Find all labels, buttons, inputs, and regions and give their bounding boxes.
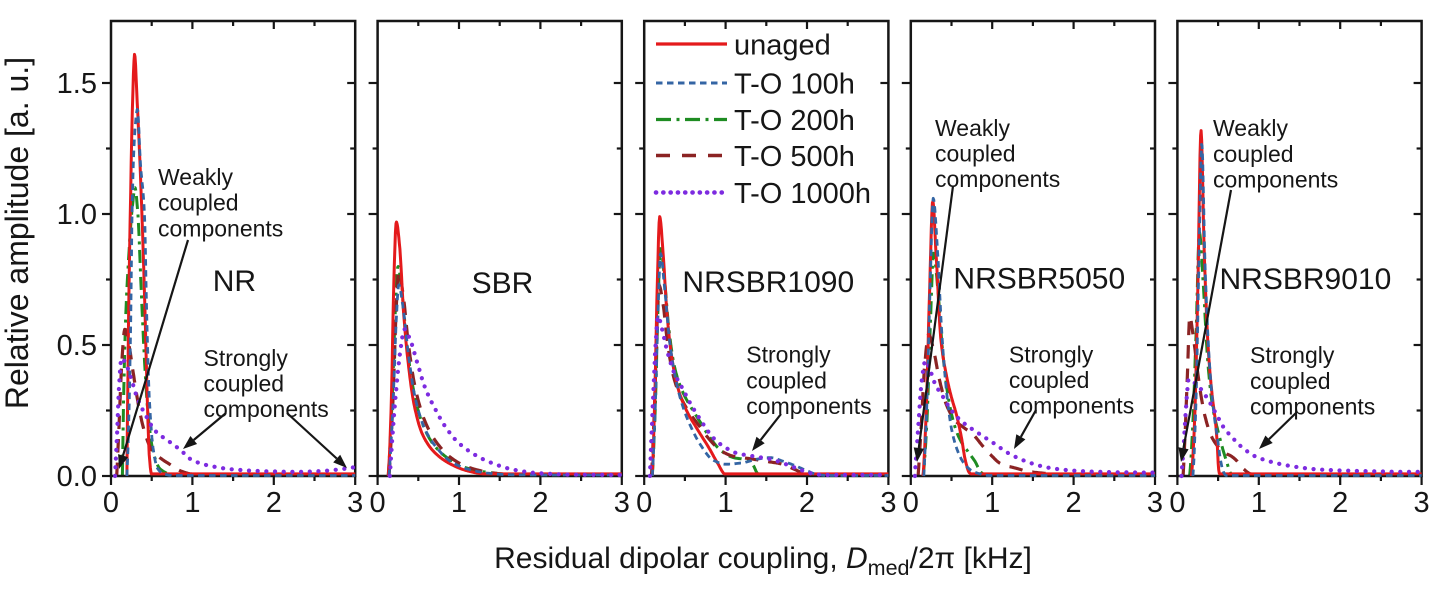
svg-text:NRSBR1090: NRSBR1090 xyxy=(682,266,854,299)
svg-text:Residual dipolar coupling, Dme: Residual dipolar coupling, Dmed/2π [kHz] xyxy=(494,542,1032,580)
svg-text:coupled: coupled xyxy=(158,190,239,216)
svg-text:components: components xyxy=(1250,393,1375,419)
svg-text:1.5: 1.5 xyxy=(57,68,97,100)
svg-text:1: 1 xyxy=(984,487,1000,519)
svg-text:NR: NR xyxy=(213,265,256,298)
svg-text:T-O 500h: T-O 500h xyxy=(734,141,855,173)
svg-text:components: components xyxy=(204,396,329,422)
svg-text:components: components xyxy=(158,215,283,241)
svg-text:2: 2 xyxy=(799,487,815,519)
svg-text:2: 2 xyxy=(532,487,548,519)
svg-text:coupled: coupled xyxy=(204,370,285,396)
svg-text:components: components xyxy=(746,393,871,419)
svg-text:1: 1 xyxy=(1251,487,1267,519)
svg-text:0.0: 0.0 xyxy=(57,461,97,493)
svg-text:2: 2 xyxy=(1332,487,1348,519)
svg-text:T-O 1000h: T-O 1000h xyxy=(734,178,871,210)
svg-text:3: 3 xyxy=(1414,487,1430,519)
svg-text:3: 3 xyxy=(880,487,896,519)
svg-text:Strongly: Strongly xyxy=(204,345,289,371)
svg-text:components: components xyxy=(1009,393,1134,419)
svg-text:1.0: 1.0 xyxy=(57,199,97,231)
svg-text:2: 2 xyxy=(266,487,282,519)
svg-text:0.5: 0.5 xyxy=(57,330,97,362)
svg-text:3: 3 xyxy=(614,487,630,519)
svg-text:NRSBR9010: NRSBR9010 xyxy=(1220,263,1392,296)
svg-text:T-O 100h: T-O 100h xyxy=(734,69,855,101)
svg-text:NRSBR5050: NRSBR5050 xyxy=(953,263,1125,296)
svg-text:0: 0 xyxy=(1169,487,1185,519)
svg-text:SBR: SBR xyxy=(472,267,534,300)
svg-text:Strongly: Strongly xyxy=(1250,342,1335,368)
svg-text:coupled: coupled xyxy=(746,367,827,393)
svg-text:Weakly: Weakly xyxy=(935,115,1010,141)
svg-text:Weakly: Weakly xyxy=(1213,115,1288,141)
svg-text:coupled: coupled xyxy=(1250,368,1331,394)
svg-text:3: 3 xyxy=(347,487,363,519)
svg-text:Strongly: Strongly xyxy=(746,342,831,368)
svg-text:1: 1 xyxy=(718,487,734,519)
svg-text:0: 0 xyxy=(370,487,386,519)
svg-text:coupled: coupled xyxy=(1213,141,1294,167)
svg-text:T-O 200h: T-O 200h xyxy=(734,105,855,137)
svg-text:0: 0 xyxy=(103,487,119,519)
svg-text:0: 0 xyxy=(903,487,919,519)
svg-text:components: components xyxy=(1213,166,1338,192)
svg-text:Strongly: Strongly xyxy=(1009,342,1094,368)
svg-text:1: 1 xyxy=(451,487,467,519)
svg-text:coupled: coupled xyxy=(1009,367,1090,393)
svg-text:coupled: coupled xyxy=(935,140,1016,166)
svg-text:Relative amplitude [a. u.]: Relative amplitude [a. u.] xyxy=(0,57,35,409)
svg-text:3: 3 xyxy=(1147,487,1163,519)
svg-text:1: 1 xyxy=(184,487,200,519)
svg-text:2: 2 xyxy=(1066,487,1082,519)
svg-text:Weakly: Weakly xyxy=(158,164,233,190)
svg-text:0: 0 xyxy=(636,487,652,519)
svg-text:unaged: unaged xyxy=(734,30,831,62)
svg-text:components: components xyxy=(935,166,1060,192)
